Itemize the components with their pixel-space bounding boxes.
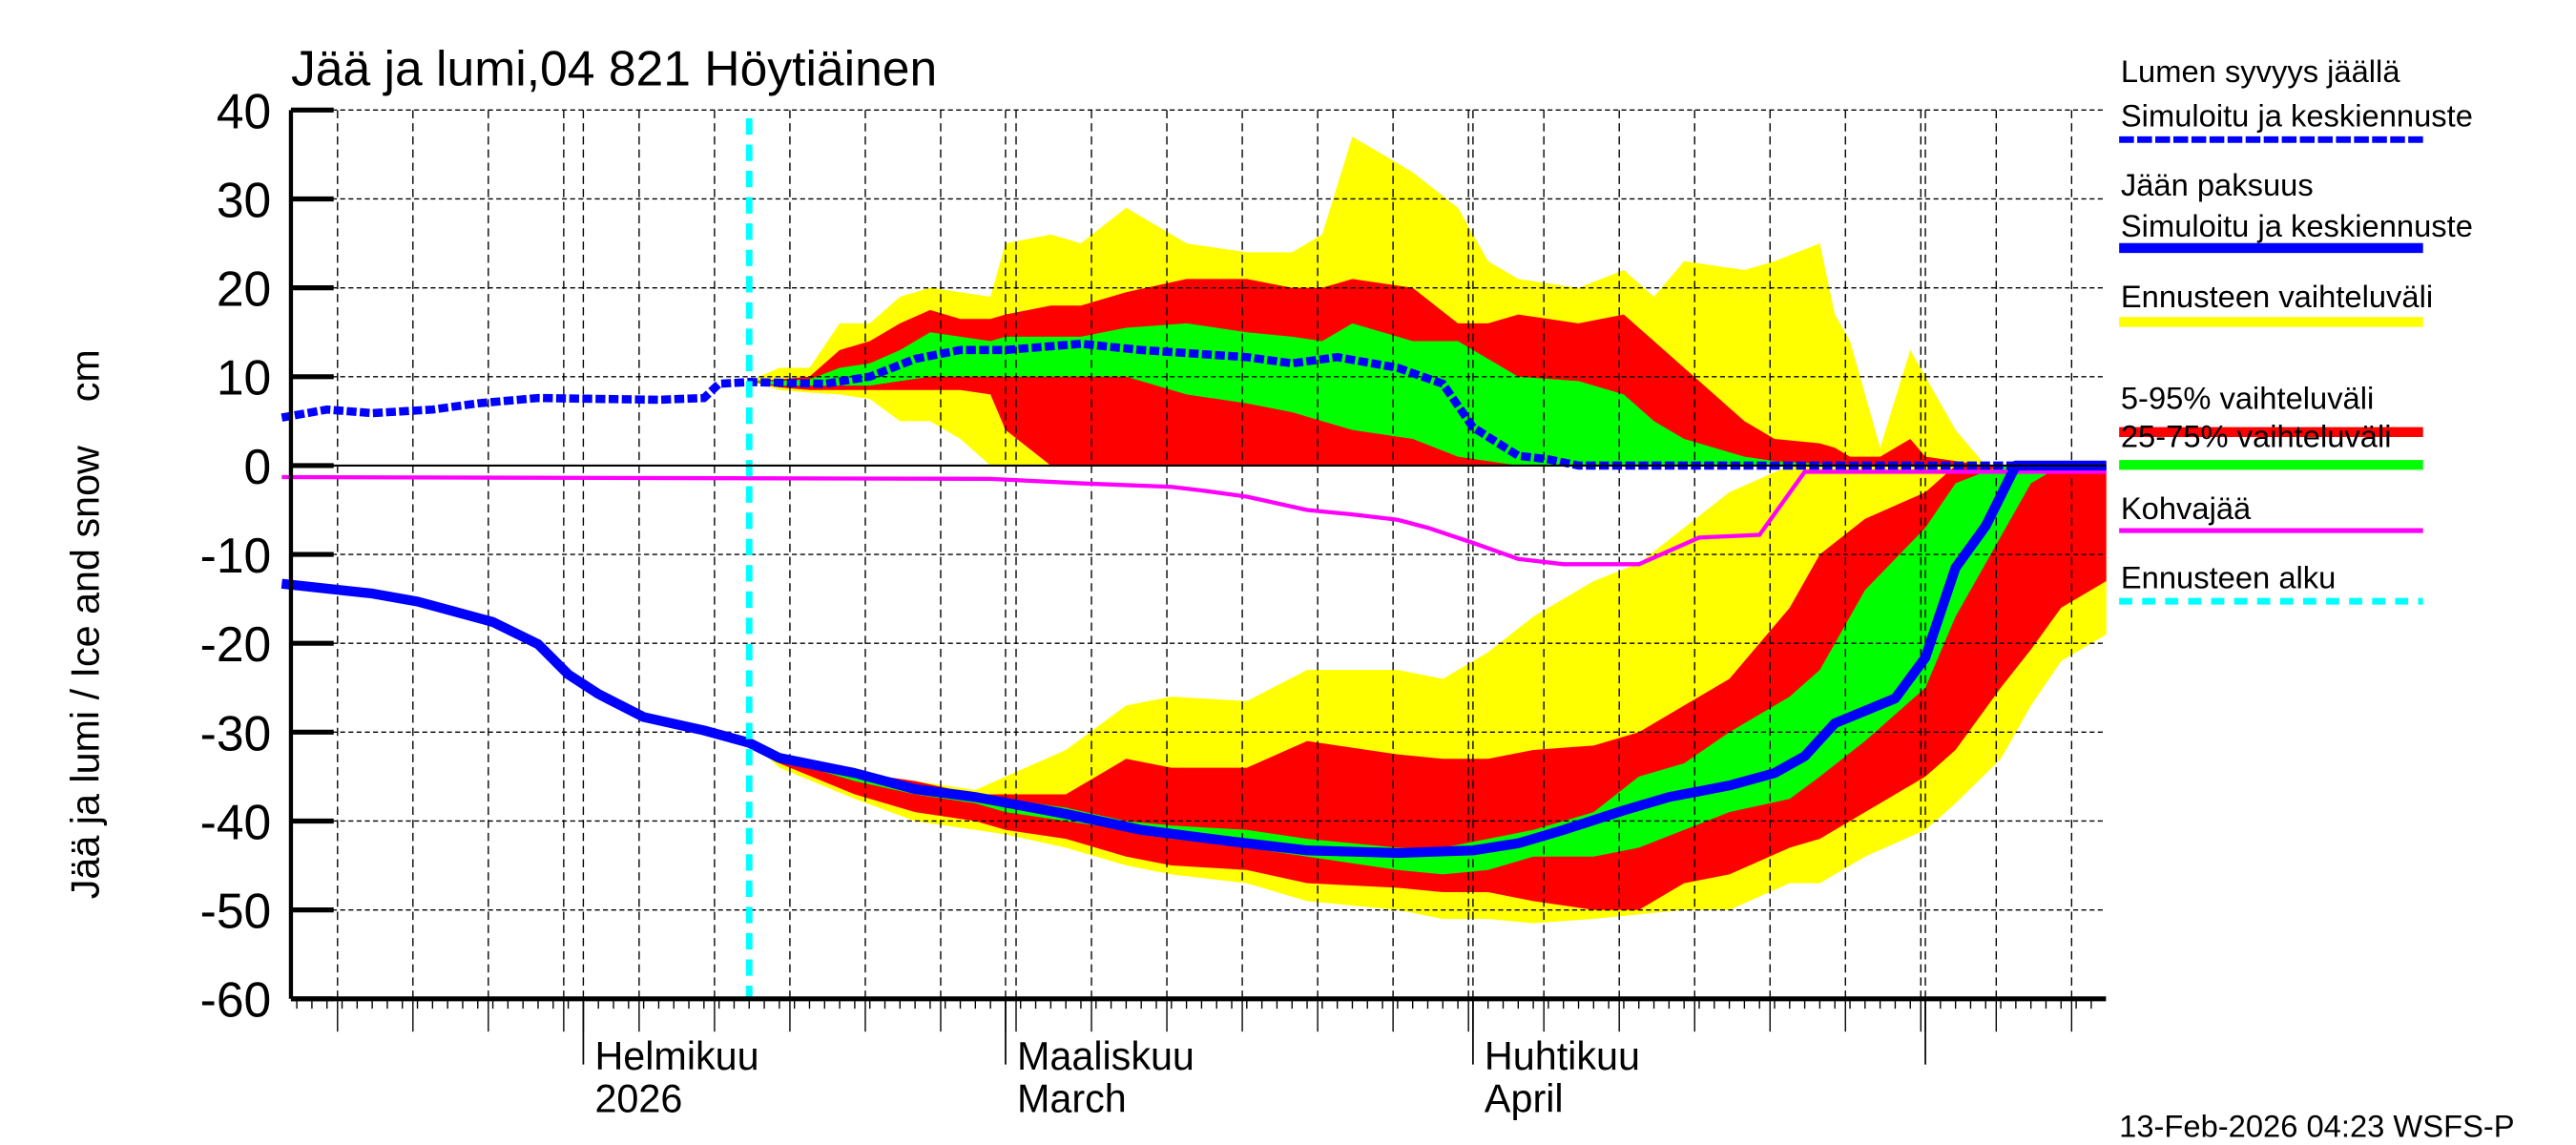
- legend-label: Kohvajää: [2121, 490, 2252, 526]
- grid: [290, 109, 2107, 1000]
- timestamp: 13-Feb-2026 04:23 WSFS-P: [2119, 1108, 2514, 1143]
- y-tick-label: -20: [200, 616, 272, 672]
- y-tick-label: -60: [200, 972, 272, 1028]
- y-tick-label: -50: [200, 884, 272, 939]
- legend-label: 25-75% vaihteluväli: [2121, 418, 2392, 453]
- legend-label: Ennusteen alku: [2121, 559, 2336, 594]
- ice-thickness-line: [280, 460, 2107, 859]
- legend-label: 5-95% vaihteluväli: [2121, 381, 2374, 416]
- y-tick-label: -40: [200, 794, 272, 849]
- month-label: Helmikuu: [594, 1034, 758, 1078]
- y-tick-label: 10: [217, 350, 271, 406]
- y-tick-label: 20: [217, 261, 271, 317]
- y-tick-label: 30: [217, 172, 271, 227]
- y-tick-label: 40: [217, 83, 271, 138]
- month-label: Huhtikuu: [1485, 1034, 1640, 1078]
- chart-title: Jää ja lumi,04 821 Höytiäinen: [291, 41, 937, 96]
- legend-sublabel: Simuloitu ja keskiennuste: [2121, 98, 2473, 134]
- legend: Lumen syvyys jäällä Simuloitu ja keskienn…: [2119, 53, 2473, 605]
- forecast-bands: [749, 136, 2107, 924]
- y-axis-label: Jää ja lumi / Ice and snow cm: [64, 349, 108, 899]
- legend-label: Lumen syvyys jäällä: [2121, 53, 2400, 89]
- month-sublabel: April: [1485, 1077, 1564, 1121]
- legend-label: Ennusteen vaihteluväli: [2121, 279, 2433, 314]
- legend-sublabel: Simuloitu ja keskiennuste: [2121, 208, 2473, 243]
- y-tick-label: -10: [200, 528, 272, 583]
- y-tick-label: 0: [244, 439, 272, 494]
- snow-25-75-band: [749, 323, 1986, 466]
- snow-depth-line: [280, 339, 2107, 470]
- month-sublabel: March: [1017, 1077, 1127, 1121]
- y-tick-label: -30: [200, 705, 272, 760]
- month-label: Maaliskuu: [1017, 1034, 1195, 1078]
- legend-label: Jään paksuus: [2121, 167, 2314, 202]
- series-lines: [280, 117, 2107, 999]
- month-sublabel: 2026: [594, 1077, 682, 1121]
- slush-ice-line: [281, 469, 2107, 567]
